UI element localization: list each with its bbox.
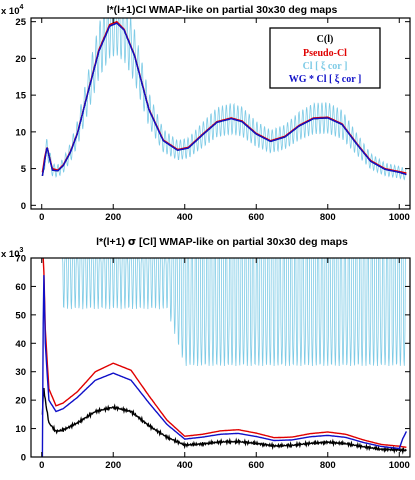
legend-cl: C(l) bbox=[317, 34, 334, 45]
bottom-y-tick-label: 20 bbox=[15, 396, 26, 407]
top-y-tick-label: 25 bbox=[15, 17, 26, 28]
top-y-tick-label: 15 bbox=[15, 91, 26, 102]
top-x-tick-label: 400 bbox=[177, 212, 193, 223]
bottom-y-multiplier-base: x 10 bbox=[1, 249, 20, 260]
bottom-x-tick-label: 0 bbox=[39, 460, 44, 471]
bottom-series-c-l bbox=[41, 387, 407, 455]
top-y-multiplier-exp: 4 bbox=[20, 4, 24, 11]
top-y-tick-label: 10 bbox=[15, 127, 26, 138]
top-y-tick-label: 20 bbox=[15, 54, 26, 65]
top-axes: 0 200 400 600 800 1000 0 5 10 15 20 25 bbox=[15, 17, 410, 223]
bottom-y-multiplier-exp: 3 bbox=[20, 247, 24, 254]
top-title: l*(l+1)Cl WMAP-like on partial 30x30 deg… bbox=[107, 4, 338, 16]
top-y-tick-label: 5 bbox=[21, 164, 27, 175]
top-series-wg-cl-cor bbox=[41, 22, 407, 177]
bottom-y-tick-label: 0 bbox=[21, 453, 26, 464]
bottom-series-cl-cor bbox=[42, 258, 407, 367]
bottom-y-tick-label: 60 bbox=[15, 282, 26, 293]
bottom-title-sigma: σ bbox=[128, 236, 136, 248]
legend-cl-xi-cor: Cl [ ξ cor ] bbox=[303, 61, 348, 72]
bottom-y-multiplier: x 103 bbox=[1, 247, 24, 260]
bottom-y-tick-label: 70 bbox=[15, 254, 26, 265]
bottom-y-tick-label: 10 bbox=[15, 424, 26, 435]
top-plot-frame bbox=[30, 17, 411, 210]
legend-pseudo-cl: Pseudo-Cl bbox=[303, 48, 347, 59]
bottom-plot-area bbox=[41, 258, 408, 457]
top-y-tick-label: 0 bbox=[21, 201, 26, 212]
bottom-plot-frame bbox=[30, 257, 411, 458]
bottom-title-pre: l*(l+1) bbox=[96, 236, 128, 248]
top-x-tick-label: 600 bbox=[248, 212, 264, 223]
bottom-title: l*(l+1) σ [Cl] WMAP-like on partial 30x3… bbox=[96, 236, 348, 248]
top-x-tick-label: 200 bbox=[105, 212, 121, 223]
bottom-title-post: [Cl] WMAP-like on partial 30x30 deg maps bbox=[136, 236, 348, 248]
bottom-y-tick-label: 50 bbox=[15, 310, 26, 321]
bottom-x-tick-label: 400 bbox=[177, 460, 193, 471]
bottom-y-tick-label: 30 bbox=[15, 367, 26, 378]
top-panel: l*(l+1)Cl WMAP-like on partial 30x30 deg… bbox=[1, 4, 411, 223]
legend-box bbox=[269, 27, 381, 89]
top-series-cl-cor bbox=[42, 18, 407, 181]
bottom-series-wg-cl-cor bbox=[41, 275, 408, 457]
bottom-axes: 0 200 400 600 800 1000 0 10 20 30 40 50 60 70 bbox=[15, 254, 410, 471]
bottom-x-tick-label: 200 bbox=[105, 460, 121, 471]
bottom-x-tick-label: 600 bbox=[248, 460, 264, 471]
top-x-tick-label: 1000 bbox=[389, 212, 410, 223]
bottom-x-tick-label: 1000 bbox=[389, 460, 410, 471]
top-x-tick-label: 0 bbox=[39, 212, 44, 223]
top-y-multiplier: x 104 bbox=[1, 4, 24, 17]
bottom-y-tick-label: 40 bbox=[15, 339, 26, 350]
top-legend: C(l) Pseudo-Cl Cl [ ξ cor ] WG * Cl [ ξ … bbox=[269, 27, 381, 89]
top-plot-area bbox=[41, 18, 407, 181]
bottom-x-tick-label: 800 bbox=[320, 460, 336, 471]
bottom-panel: l*(l+1) σ [Cl] WMAP-like on partial 30x3… bbox=[1, 236, 411, 471]
legend-wg-cl-xi-cor: WG * Cl [ ξ cor ] bbox=[289, 74, 362, 85]
bottom-series-pseudo-cl bbox=[42, 258, 407, 448]
top-y-multiplier-base: x 10 bbox=[1, 6, 20, 17]
top-x-tick-label: 800 bbox=[320, 212, 336, 223]
